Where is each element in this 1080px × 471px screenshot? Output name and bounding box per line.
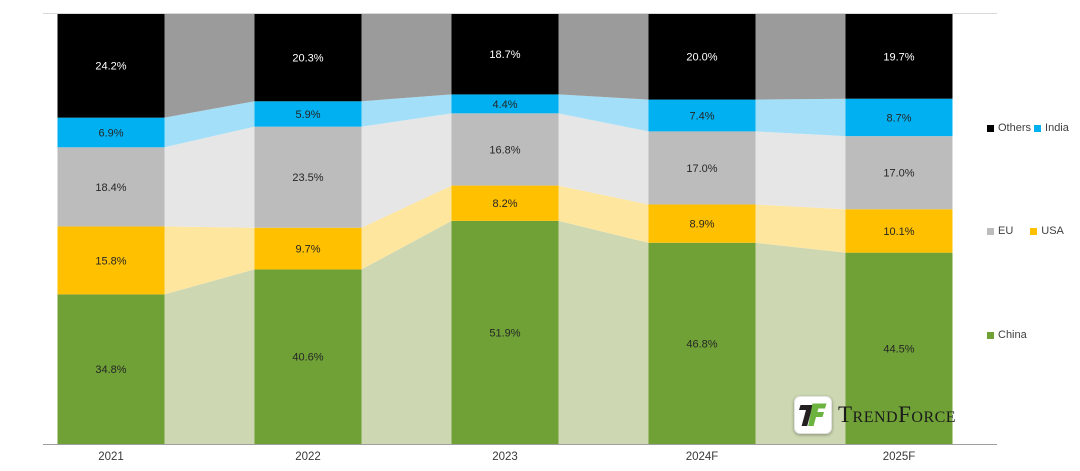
segment-india-2023 — [451, 94, 559, 114]
legend-row-eu-usa: EU USA — [987, 225, 1064, 238]
x-axis-label-2023: 2023 — [492, 451, 518, 463]
value-label-india-2021: 6.9% — [98, 127, 123, 139]
value-label-others-2024F: 20.0% — [686, 52, 717, 64]
ribbon-india-2021-2022 — [164, 101, 255, 148]
value-label-india-2024F: 7.4% — [689, 110, 714, 122]
segment-others-2025F — [845, 14, 953, 99]
segment-china-2025F — [845, 252, 953, 444]
segment-eu-2021 — [57, 147, 165, 227]
value-label-others-2021: 24.2% — [95, 61, 126, 73]
ribbon-usa-2024F-2025F — [755, 204, 846, 253]
segment-china-2023 — [451, 220, 559, 444]
ribbon-china-2021-2022 — [164, 269, 255, 444]
ribbon-usa-2022-2023 — [361, 185, 452, 270]
ribbon-china-2023-2024F — [558, 220, 649, 444]
value-label-eu-2024F: 17.0% — [686, 163, 717, 175]
ribbon-china-2022-2023 — [361, 220, 452, 444]
value-label-india-2025F: 8.7% — [886, 112, 911, 124]
value-label-china-2021: 34.8% — [95, 364, 126, 376]
segment-india-2025F — [845, 98, 953, 137]
legend-item-china: China — [987, 329, 1027, 342]
value-label-china-2022: 40.6% — [292, 352, 323, 364]
value-label-usa-2024F: 8.9% — [689, 219, 714, 231]
ribbon-others-2022-2023 — [361, 14, 452, 102]
segment-eu-2025F — [845, 136, 953, 210]
legend-row-others-india: Others India — [987, 122, 1069, 135]
segment-eu-2022 — [254, 126, 362, 228]
segment-india-2021 — [57, 117, 165, 148]
legend-item-others: Others — [987, 122, 1031, 135]
segment-others-2024F — [648, 13, 756, 100]
ribbon-eu-2023-2024F — [558, 113, 649, 205]
segment-usa-2023 — [451, 185, 559, 221]
trendforce-logo: TrendForce — [794, 396, 956, 434]
segment-others-2021 — [57, 13, 165, 118]
value-label-eu-2022: 23.5% — [292, 172, 323, 184]
trendforce-logo-icon — [794, 396, 832, 434]
ribbon-others-2024F-2025F — [755, 13, 846, 100]
legend-swatch-china-icon — [987, 332, 994, 339]
segment-usa-2024F — [648, 204, 756, 243]
legend-item-eu: EU — [987, 225, 1013, 238]
value-label-others-2023: 18.7% — [489, 49, 520, 61]
segment-china-2021 — [57, 294, 165, 444]
value-label-usa-2022: 9.7% — [295, 244, 320, 256]
x-axis-label-2025F: 2025F — [883, 451, 916, 463]
value-label-eu-2025F: 17.0% — [883, 168, 914, 180]
segment-others-2023 — [451, 14, 559, 95]
legend-label-eu: EU — [998, 225, 1014, 237]
value-label-usa-2023: 8.2% — [492, 198, 517, 210]
trendforce-logo-text: TrendForce — [838, 402, 957, 427]
ribbon-usa-2021-2022 — [164, 226, 255, 295]
segment-eu-2024F — [648, 131, 756, 205]
ribbon-eu-2022-2023 — [361, 113, 452, 228]
value-label-usa-2021: 15.8% — [95, 255, 126, 267]
segment-others-2022 — [254, 14, 362, 102]
value-label-china-2023: 51.9% — [489, 327, 520, 339]
legend-swatch-usa-icon — [1030, 228, 1038, 235]
legend-swatch-india-icon — [1034, 125, 1042, 132]
value-label-usa-2025F: 10.1% — [883, 226, 914, 238]
segment-china-2024F — [648, 242, 756, 444]
legend-item-india: India — [1034, 122, 1069, 135]
x-axis-label-2021: 2021 — [98, 451, 124, 463]
segment-china-2022 — [254, 269, 362, 444]
legend-swatch-others-icon — [987, 125, 994, 132]
legend-item-usa: USA — [1030, 225, 1064, 238]
value-label-eu-2021: 18.4% — [95, 182, 126, 194]
value-label-eu-2023: 16.8% — [489, 144, 520, 156]
value-label-others-2025F: 19.7% — [883, 51, 914, 63]
legend-swatch-eu-icon — [987, 228, 994, 235]
segment-eu-2023 — [451, 113, 559, 186]
x-axis-label-2022: 2022 — [295, 451, 321, 463]
value-label-china-2025F: 44.5% — [883, 343, 914, 355]
value-label-china-2024F: 46.8% — [686, 338, 717, 350]
ribbon-others-2021-2022 — [164, 13, 255, 118]
legend-row-china: China — [987, 329, 1027, 342]
segment-usa-2022 — [254, 227, 362, 270]
value-label-india-2022: 5.9% — [295, 109, 320, 121]
x-axis-label-2024F: 2024F — [686, 451, 719, 463]
segment-usa-2021 — [57, 226, 165, 295]
segment-usa-2025F — [845, 209, 953, 253]
ribbon-china-2024F-2025F — [755, 242, 846, 444]
ribbon-eu-2021-2022 — [164, 126, 255, 228]
ribbon-india-2023-2024F — [558, 94, 649, 132]
ribbon-usa-2023-2024F — [558, 185, 649, 243]
legend-label-india: India — [1045, 122, 1069, 134]
ribbon-eu-2024F-2025F — [755, 131, 846, 210]
legend-label-china: China — [998, 329, 1027, 341]
legend-label-others: Others — [998, 122, 1032, 134]
legend-label-usa: USA — [1041, 225, 1064, 237]
value-label-india-2023: 4.4% — [492, 99, 517, 111]
segment-india-2024F — [648, 99, 756, 132]
value-label-others-2022: 20.3% — [292, 53, 323, 65]
ribbon-india-2024F-2025F — [755, 98, 846, 137]
ribbon-others-2023-2024F — [558, 13, 649, 100]
segment-india-2022 — [254, 101, 362, 127]
ribbon-india-2022-2023 — [361, 94, 452, 127]
